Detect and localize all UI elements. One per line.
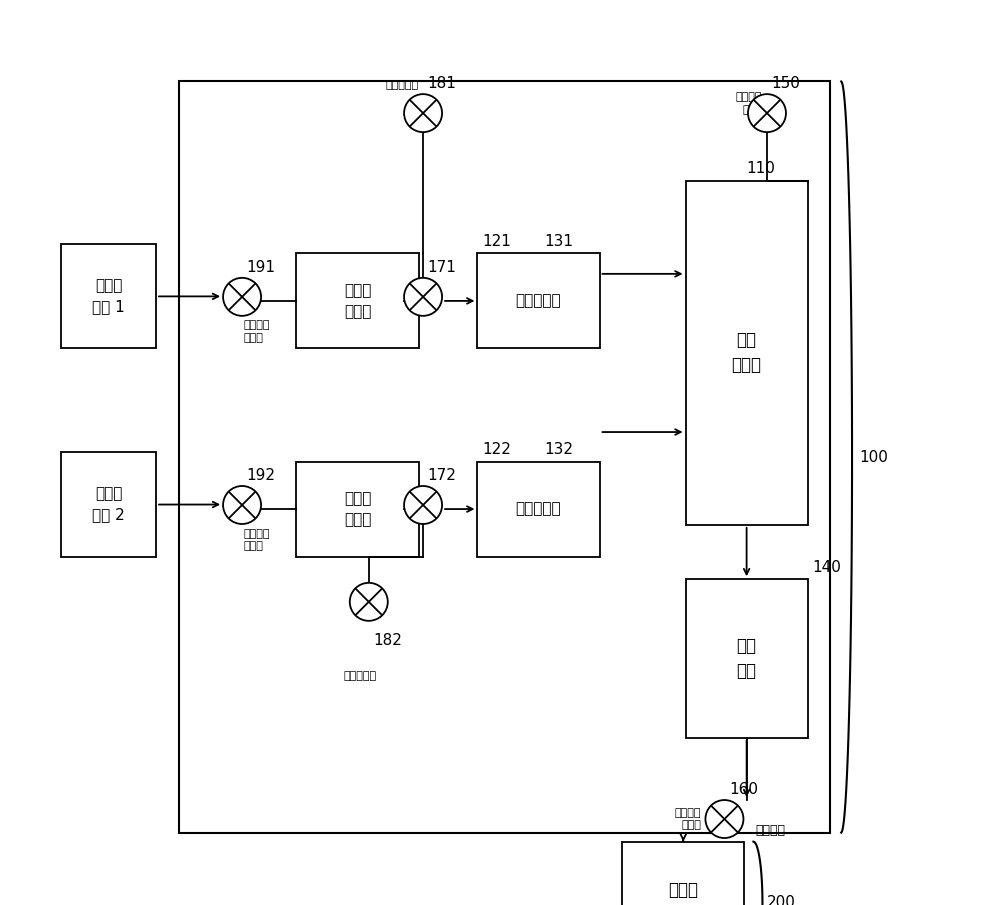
Bar [686, 181, 808, 525]
Circle shape [223, 278, 261, 316]
Text: 增压
装置: 增压 装置 [737, 637, 757, 680]
Bar [622, 842, 744, 905]
Text: 待混合
气体 2: 待混合 气体 2 [92, 487, 125, 522]
Text: 流量控制器: 流量控制器 [516, 501, 561, 517]
Text: 高压电
器设备: 高压电 器设备 [668, 881, 698, 905]
Bar [686, 579, 808, 738]
Circle shape [350, 583, 388, 621]
Text: 第一压力
传感器: 第一压力 传感器 [736, 92, 762, 115]
Text: 182: 182 [373, 633, 402, 648]
Circle shape [748, 94, 786, 132]
Bar [477, 253, 600, 348]
Text: 172: 172 [428, 468, 456, 483]
Text: 121: 121 [482, 233, 511, 249]
Circle shape [404, 278, 442, 316]
Circle shape [223, 486, 261, 524]
Text: 150: 150 [772, 76, 800, 91]
Bar [61, 452, 156, 557]
Text: 132: 132 [545, 442, 574, 457]
Bar [296, 253, 419, 348]
Text: 恒温加
热装置: 恒温加 热装置 [344, 491, 371, 527]
Text: 160: 160 [729, 782, 758, 797]
Text: 140: 140 [812, 559, 841, 575]
Text: 191: 191 [247, 260, 276, 275]
Text: 171: 171 [428, 260, 456, 275]
Text: 恒温加
热装置: 恒温加 热装置 [344, 283, 371, 319]
Circle shape [705, 800, 743, 838]
Text: 131: 131 [545, 233, 574, 249]
Circle shape [404, 486, 442, 524]
Bar [296, 462, 419, 557]
Text: 第三压力
传感器: 第三压力 传感器 [244, 529, 270, 551]
Text: 200: 200 [767, 895, 796, 905]
Text: 温度传感器: 温度传感器 [343, 671, 376, 681]
Bar [477, 462, 600, 557]
Text: 181: 181 [428, 76, 456, 91]
Text: 100: 100 [859, 450, 888, 464]
Circle shape [404, 94, 442, 132]
Bar [61, 244, 156, 348]
Text: 第二压力
传感器: 第二压力 传感器 [674, 808, 701, 830]
Text: 混合
缓冲罐: 混合 缓冲罐 [732, 331, 762, 375]
Text: 第三压力
传感器: 第三压力 传感器 [244, 320, 270, 343]
Bar [179, 81, 830, 833]
Text: 110: 110 [747, 161, 775, 176]
Text: 混气输出: 混气输出 [756, 824, 786, 837]
Text: 192: 192 [247, 468, 276, 483]
Text: 温度传感器: 温度传感器 [385, 80, 419, 90]
Text: 流量控制器: 流量控制器 [516, 293, 561, 309]
Text: 待混合
气体 1: 待混合 气体 1 [92, 279, 125, 314]
Text: 122: 122 [482, 442, 511, 457]
